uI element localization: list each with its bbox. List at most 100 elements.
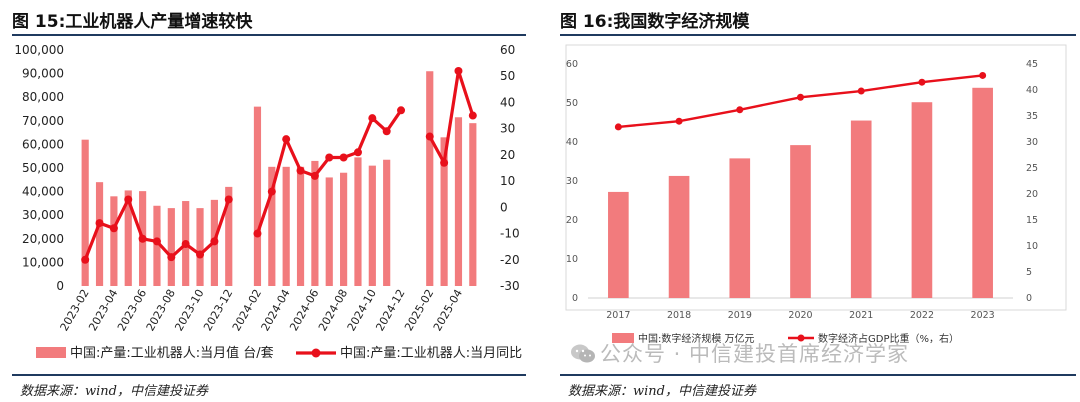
bar xyxy=(340,172,348,286)
bar xyxy=(311,160,319,286)
y-left-tick-label: 10,000 xyxy=(22,255,64,269)
bar xyxy=(790,145,811,298)
line-point xyxy=(267,187,276,196)
bar xyxy=(368,165,376,286)
bar xyxy=(383,159,391,286)
y-right-tick-label: 10 xyxy=(1026,241,1038,252)
line-point xyxy=(282,135,291,144)
legend-label-bar: 中国:数字经济规模 万亿元 xyxy=(638,332,755,345)
line-point xyxy=(138,234,147,243)
bar xyxy=(668,175,690,298)
source-rule xyxy=(560,374,1076,376)
x-tick-label: 2018 xyxy=(667,310,691,321)
bar xyxy=(972,87,993,298)
legend-label-bar: 中国:产量:工业机器人:当月值 台/套 xyxy=(70,345,274,361)
chart-panel-digital-economy: 图 16:我国数字经济规模 0 10 20 30 40 50 60 0 5 10 15 20 25 30 3… xyxy=(548,0,1080,402)
legend-swatch-marker xyxy=(311,348,321,358)
y-left-tick-label: 100,000 xyxy=(14,43,64,57)
wechat-icon xyxy=(571,344,595,363)
bar xyxy=(325,177,333,286)
line-point xyxy=(918,78,926,86)
line-point xyxy=(353,148,362,157)
source-rule xyxy=(12,374,526,376)
line-point xyxy=(224,195,233,204)
line-point xyxy=(339,153,348,162)
y-right-tick-label: 15 xyxy=(1026,215,1038,226)
bar xyxy=(167,208,175,286)
y-left-tick-label: 40,000 xyxy=(22,185,64,199)
y-right-tick-label: 25 xyxy=(1026,163,1038,174)
bar xyxy=(253,106,262,286)
y-right-tick-label: 30 xyxy=(1026,137,1038,148)
bar xyxy=(124,190,132,286)
bar xyxy=(196,208,204,286)
bar xyxy=(469,123,477,286)
bar xyxy=(911,102,933,298)
line-point xyxy=(210,237,219,246)
line-point xyxy=(152,237,161,246)
bar xyxy=(110,196,118,286)
line-point xyxy=(196,250,205,259)
bar xyxy=(440,137,448,286)
line-point xyxy=(181,240,190,249)
bar xyxy=(81,139,89,286)
x-tick-label: 2022 xyxy=(910,310,934,321)
y-left-tick-label: 60,000 xyxy=(22,137,64,151)
y-left-tick-label: 20 xyxy=(566,215,578,226)
line-point xyxy=(675,117,683,125)
legend-swatch-bar xyxy=(36,347,66,358)
y-right-tick-label: 30 xyxy=(500,122,515,136)
series-line xyxy=(428,69,475,165)
y-left-tick-label: 40 xyxy=(566,137,578,148)
y-left-tick-label: 0 xyxy=(572,293,578,304)
y-left-tick-label: 30,000 xyxy=(22,208,64,222)
line-point xyxy=(397,106,406,115)
x-tick-label: 2021 xyxy=(849,310,873,321)
chart-title: 图 16:我国数字经济规模 xyxy=(560,12,750,32)
bar xyxy=(95,182,104,286)
y-left-tick-label: 70,000 xyxy=(22,114,64,128)
line-point xyxy=(124,195,133,204)
y-left-tick-label: 90,000 xyxy=(22,67,64,81)
line-point xyxy=(368,114,377,123)
line-point xyxy=(310,171,319,180)
line-point xyxy=(81,255,90,264)
line-point xyxy=(95,219,104,228)
line-point xyxy=(857,87,865,95)
bar xyxy=(729,158,751,298)
y-right-tick-label: 40 xyxy=(1026,85,1038,96)
legend-label-line: 数字经济占GDP比重（%，右） xyxy=(818,332,959,345)
bar xyxy=(153,205,161,286)
bar xyxy=(282,166,290,286)
source-note: 数据来源：wind，中信建投证券 xyxy=(20,384,208,399)
y-left-tick-label: 50 xyxy=(566,98,578,109)
line-point xyxy=(979,71,987,79)
line-point xyxy=(440,158,449,167)
x-tick-label: 2017 xyxy=(606,310,630,321)
y-right-tick-label: 5 xyxy=(1026,267,1032,278)
line-point xyxy=(296,166,305,175)
bar xyxy=(850,120,872,298)
title-rule xyxy=(560,34,1076,36)
y-left-tick-label: 50,000 xyxy=(22,161,64,175)
bar xyxy=(608,191,629,298)
y-right-tick-label: 40 xyxy=(500,95,515,109)
y-left-tick-label: 30 xyxy=(566,176,578,187)
y-left-tick-label: 60 xyxy=(566,59,578,70)
line-point xyxy=(736,106,744,114)
robot-production-chart: 0 10,000 20,000 30,000 40,000 50,000 60,000 70,… xyxy=(14,43,522,361)
y-right-tick-label: 20 xyxy=(1026,189,1038,200)
bar xyxy=(268,166,276,286)
y-right-tick-label: 0 xyxy=(500,200,508,214)
bar xyxy=(426,71,434,287)
source-note: 数据来源：wind，中信建投证券 xyxy=(568,384,756,399)
line-point xyxy=(109,224,118,233)
bar xyxy=(296,166,305,286)
y-right-tick-label: -30 xyxy=(500,279,520,293)
chart-title: 图 15:工业机器人产量增速较快 xyxy=(12,12,253,32)
y-left-tick-label: 10 xyxy=(566,254,578,265)
line-point xyxy=(454,66,463,75)
legend-swatch-bar xyxy=(612,333,634,343)
line-point xyxy=(253,229,262,238)
watermark: 公众号 · 中信建投首席经济学家 xyxy=(570,338,909,368)
